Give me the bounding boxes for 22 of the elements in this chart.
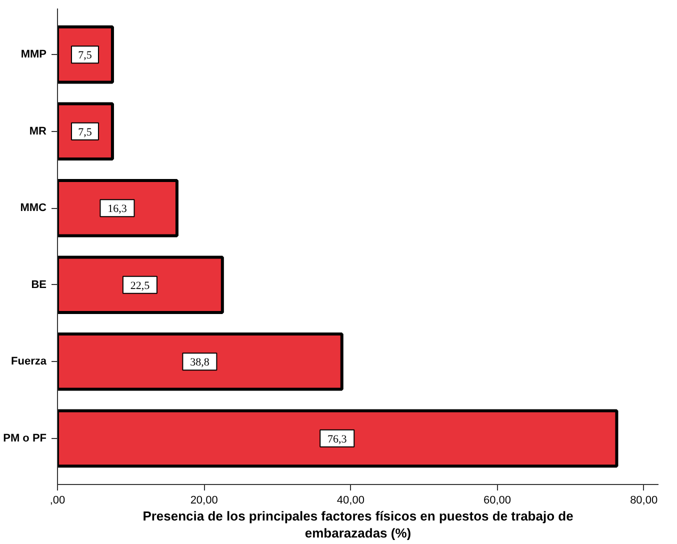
x-tick-label: 60,00: [483, 494, 512, 506]
x-tick-label: 20,00: [190, 494, 218, 506]
x-tick-label: ,00: [50, 494, 66, 506]
data-label: 7,5: [78, 50, 92, 62]
bar: [58, 178, 178, 238]
y-tick-label: MR: [29, 125, 47, 138]
y-tick-label: BE: [31, 278, 46, 291]
y-tick-label: MMC: [20, 202, 47, 214]
y-tick-label: Fuerza: [11, 356, 48, 368]
data-label: 22,5: [130, 280, 150, 292]
y-tick-label: PM o PF: [3, 432, 47, 444]
bar: [58, 332, 344, 391]
x-axis-title: Presencia de los principales factores físicos en puestos de trabajo de embarazadas (%): [142, 508, 574, 540]
bar: [58, 409, 618, 468]
data-label: 38,8: [190, 356, 210, 369]
y-tick-label: MMP: [20, 48, 47, 61]
x-tick-label: 80,00: [630, 494, 658, 506]
data-label: 76,3: [327, 433, 348, 446]
bar: [58, 256, 224, 314]
data-label: 7,5: [78, 126, 92, 138]
data-label: 16,3: [108, 203, 128, 216]
x-tick-label: 40,00: [336, 494, 364, 506]
